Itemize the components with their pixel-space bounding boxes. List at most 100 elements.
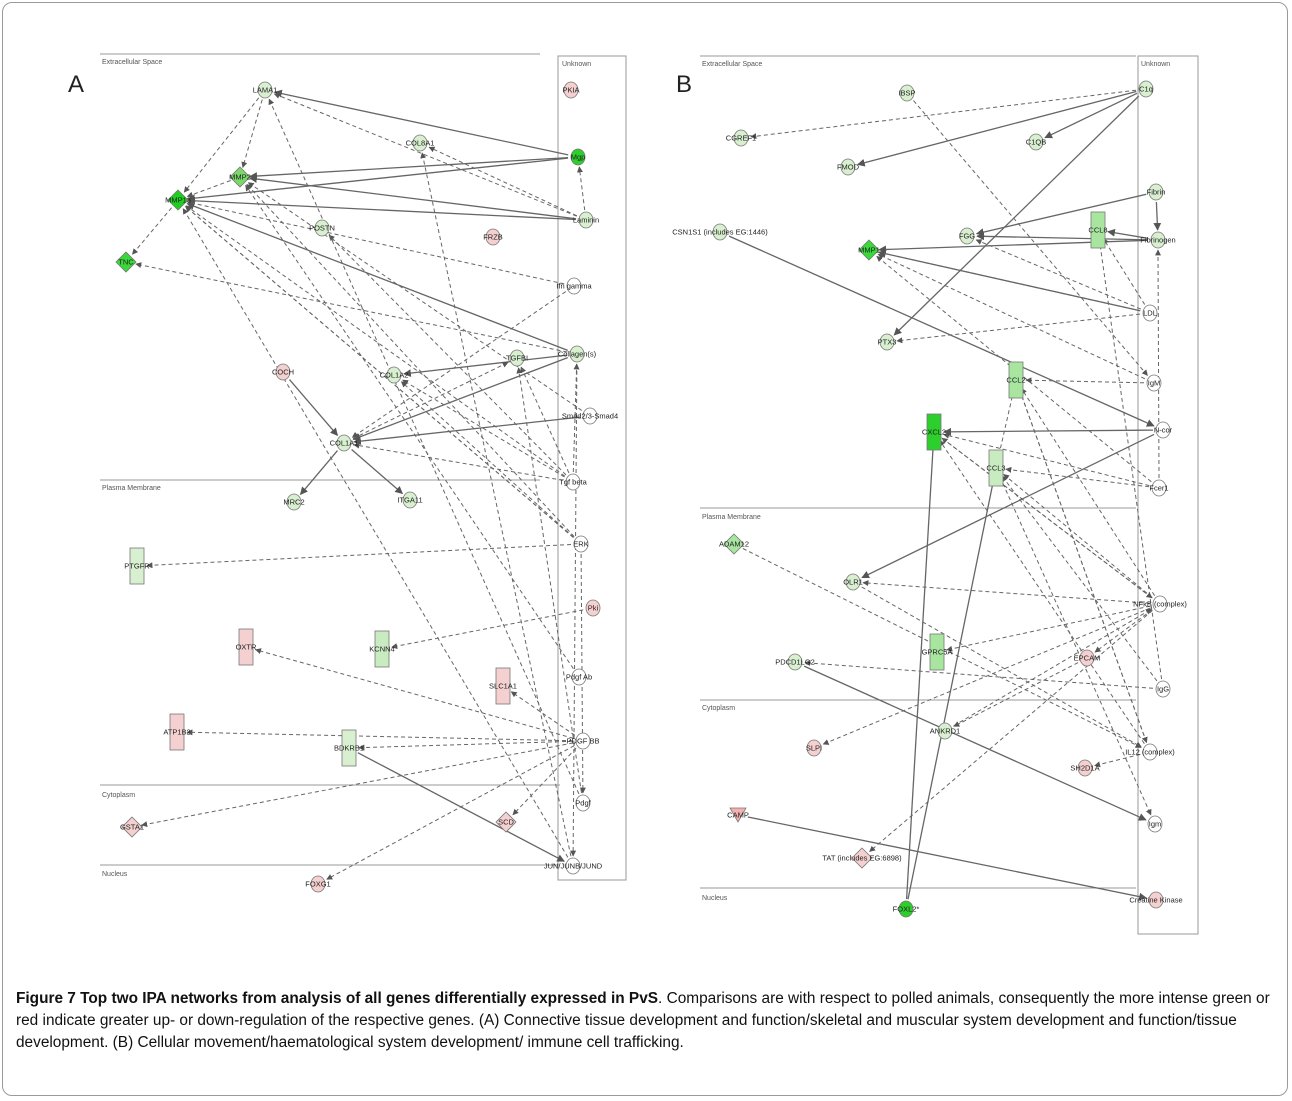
indirect-edge xyxy=(750,89,1137,140)
node-label: Fcer1 xyxy=(1149,484,1168,493)
node-foxg1: FOXG1 xyxy=(305,875,331,893)
panel-a: A Extracellular Space Plasma Membrane Cy… xyxy=(68,53,627,893)
panel-b: B Extracellular Space Plasma Membrane Cy… xyxy=(672,55,1199,935)
node-scd: SCD xyxy=(495,811,517,833)
node-laminin: Laminin xyxy=(573,211,599,229)
node-label: CSN1S1 (includes EG:1446) xyxy=(672,228,768,237)
node-shape xyxy=(1155,421,1171,439)
indirect-edge xyxy=(941,437,1153,599)
indirect-edge xyxy=(576,166,586,211)
node-cgref1: CGREF1 xyxy=(726,129,756,147)
node-label: Creatine Kinase xyxy=(1129,896,1182,905)
node-label: IL12 (complex) xyxy=(1125,748,1175,757)
node-oxtr: OXTR xyxy=(236,628,257,666)
node-label: COL8A1 xyxy=(406,139,435,148)
direct-edge xyxy=(907,477,997,900)
node-fibrinogen: Fibrinogen xyxy=(1140,231,1176,249)
direct-edge xyxy=(403,354,568,377)
node-shape xyxy=(929,633,945,671)
node-jun: JUN/JUNB/JUND xyxy=(544,857,603,875)
node-label: COCH xyxy=(272,368,294,377)
node-shape xyxy=(988,449,1004,487)
node-shape xyxy=(115,251,137,273)
indirect-edge xyxy=(247,182,582,411)
node-shape xyxy=(1148,183,1164,201)
node-shape xyxy=(121,816,143,838)
node-label: BDKRB1 xyxy=(334,744,364,753)
node-label: Igm xyxy=(1149,820,1162,829)
node-smad: Smad2/3-Smad4 xyxy=(562,407,618,425)
node-shape xyxy=(314,219,330,237)
node-ifngamma: Ifn gamma xyxy=(556,277,593,295)
node-label: SLPI xyxy=(806,744,822,753)
node-label: Smad2/3-Smad4 xyxy=(562,412,618,421)
node-label: MMP2 xyxy=(229,173,251,182)
node-sh2d1a: SH2D1A xyxy=(1070,759,1100,777)
node-shape xyxy=(341,729,357,767)
node-erk: ERK xyxy=(573,535,589,553)
indirect-edge xyxy=(400,381,574,538)
indirect-edge xyxy=(999,476,1152,816)
indirect-edge xyxy=(1005,466,1150,488)
node-fmod: FMOD xyxy=(837,158,860,176)
node-label: IgG xyxy=(1157,685,1169,694)
compartment-label: Plasma Membrane xyxy=(102,485,161,492)
node-shape xyxy=(806,739,822,757)
indirect-edge xyxy=(975,239,1141,310)
indirect-edge xyxy=(186,180,231,198)
indirect-edge xyxy=(186,729,574,742)
node-label: SLC1A1 xyxy=(489,682,517,691)
node-mgp: Mgp xyxy=(570,148,586,166)
node-ccl3: CCL3 xyxy=(986,449,1006,487)
node-label: FRZB xyxy=(483,233,503,242)
indirect-edge xyxy=(358,740,574,751)
node-shape xyxy=(1008,361,1024,399)
node-slpi: SLPI xyxy=(806,739,822,757)
indirect-edge xyxy=(352,361,509,440)
node-label: ADAM12 xyxy=(719,540,749,549)
caption-body: . Comparisons are with respect to polled… xyxy=(16,990,1270,1051)
indirect-edge xyxy=(516,367,582,794)
node-shape xyxy=(879,333,895,351)
unknown-label: Unknown xyxy=(1141,61,1170,68)
node-label: ITGA11 xyxy=(397,496,422,505)
direct-edge xyxy=(976,232,1149,241)
node-label: Ifn gamma xyxy=(556,282,592,291)
node-camp: CAMP xyxy=(727,807,749,823)
node-shape xyxy=(286,493,302,511)
node-shape xyxy=(899,84,915,102)
node-frzb: FRZB xyxy=(483,228,503,246)
indirect-edge xyxy=(328,234,567,476)
node-kcnn4: KCNN4 xyxy=(369,630,395,668)
node-ankrd1: ANKRD1 xyxy=(930,722,960,740)
node-shape xyxy=(1142,743,1158,761)
node-bdkrb1: BDKRB1 xyxy=(334,729,364,767)
indirect-edge xyxy=(183,97,260,193)
node-shape xyxy=(563,81,579,99)
node-label: MMP13 xyxy=(165,196,191,205)
node-mmp2: MMP2 xyxy=(229,166,251,188)
node-label: FOXG1 xyxy=(305,880,330,889)
direct-edge xyxy=(353,416,581,446)
node-shape xyxy=(582,407,598,425)
indirect-edge xyxy=(420,152,572,857)
node-shape xyxy=(129,547,145,585)
node-label: Mgp xyxy=(571,153,586,162)
node-label: OLR1 xyxy=(843,578,863,587)
node-atp1b2: ATP1B2 xyxy=(163,713,191,751)
node-label: Pdgf xyxy=(575,799,591,808)
node-label: POSTN xyxy=(309,224,335,233)
compartment-label: Nucleus xyxy=(702,895,728,902)
indirect-edge xyxy=(135,262,568,353)
node-pdgf: Pdgf xyxy=(575,794,592,812)
direct-edge xyxy=(943,427,1154,436)
node-tgfbi: TGFBI xyxy=(506,349,528,367)
indirect-edge xyxy=(1155,249,1162,479)
node-shape xyxy=(1079,649,1095,667)
compartment-label: Cytoplasm xyxy=(702,705,735,712)
node-fgg: FGG xyxy=(959,227,975,245)
indirect-edge xyxy=(1094,753,1141,768)
node-label: CXCL2 xyxy=(922,428,946,437)
node-epcam: EPCAM xyxy=(1074,649,1100,667)
indirect-edge xyxy=(146,544,572,569)
